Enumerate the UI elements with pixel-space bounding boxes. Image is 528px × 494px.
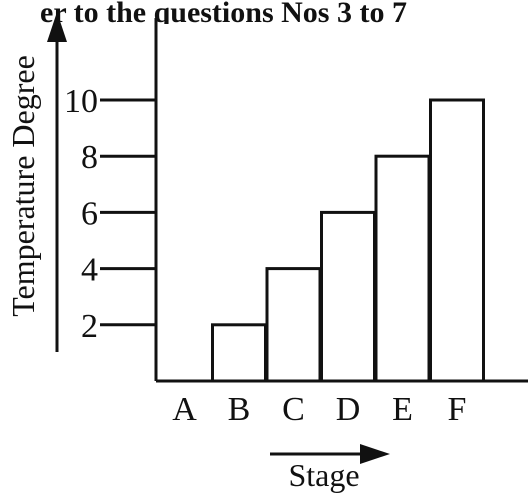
ylabel-arrow — [47, 12, 67, 352]
x-tick-label-C: C — [282, 391, 305, 428]
bar-F — [429, 98, 485, 383]
y-tick-label-4: 4 — [81, 252, 98, 289]
bars — [211, 98, 485, 383]
x-tick-label-F: F — [448, 391, 467, 428]
x-tick-label-D: D — [336, 391, 361, 428]
bar-E — [374, 154, 431, 383]
y-axis-title: Temperature Degree — [5, 55, 41, 317]
y-tick-label-8: 8 — [81, 139, 98, 176]
y-tick-label-6: 6 — [81, 195, 98, 232]
bar-D — [320, 210, 376, 383]
x-tick-label-A: A — [172, 391, 197, 428]
bar-C — [265, 267, 322, 383]
y-tick-label-2: 2 — [81, 308, 98, 345]
x-tick-label-B: B — [228, 391, 251, 428]
y-tick-label-10: 10 — [64, 83, 98, 120]
header-text: er to the questions Nos 3 to 7 — [40, 0, 407, 29]
y-ticks: 2 4 6 8 10 — [64, 83, 156, 345]
x-axis-title: Stage — [288, 457, 359, 493]
bar-B — [211, 323, 267, 383]
xlabel-arrow — [270, 444, 390, 464]
x-tick-label-E: E — [392, 391, 413, 428]
